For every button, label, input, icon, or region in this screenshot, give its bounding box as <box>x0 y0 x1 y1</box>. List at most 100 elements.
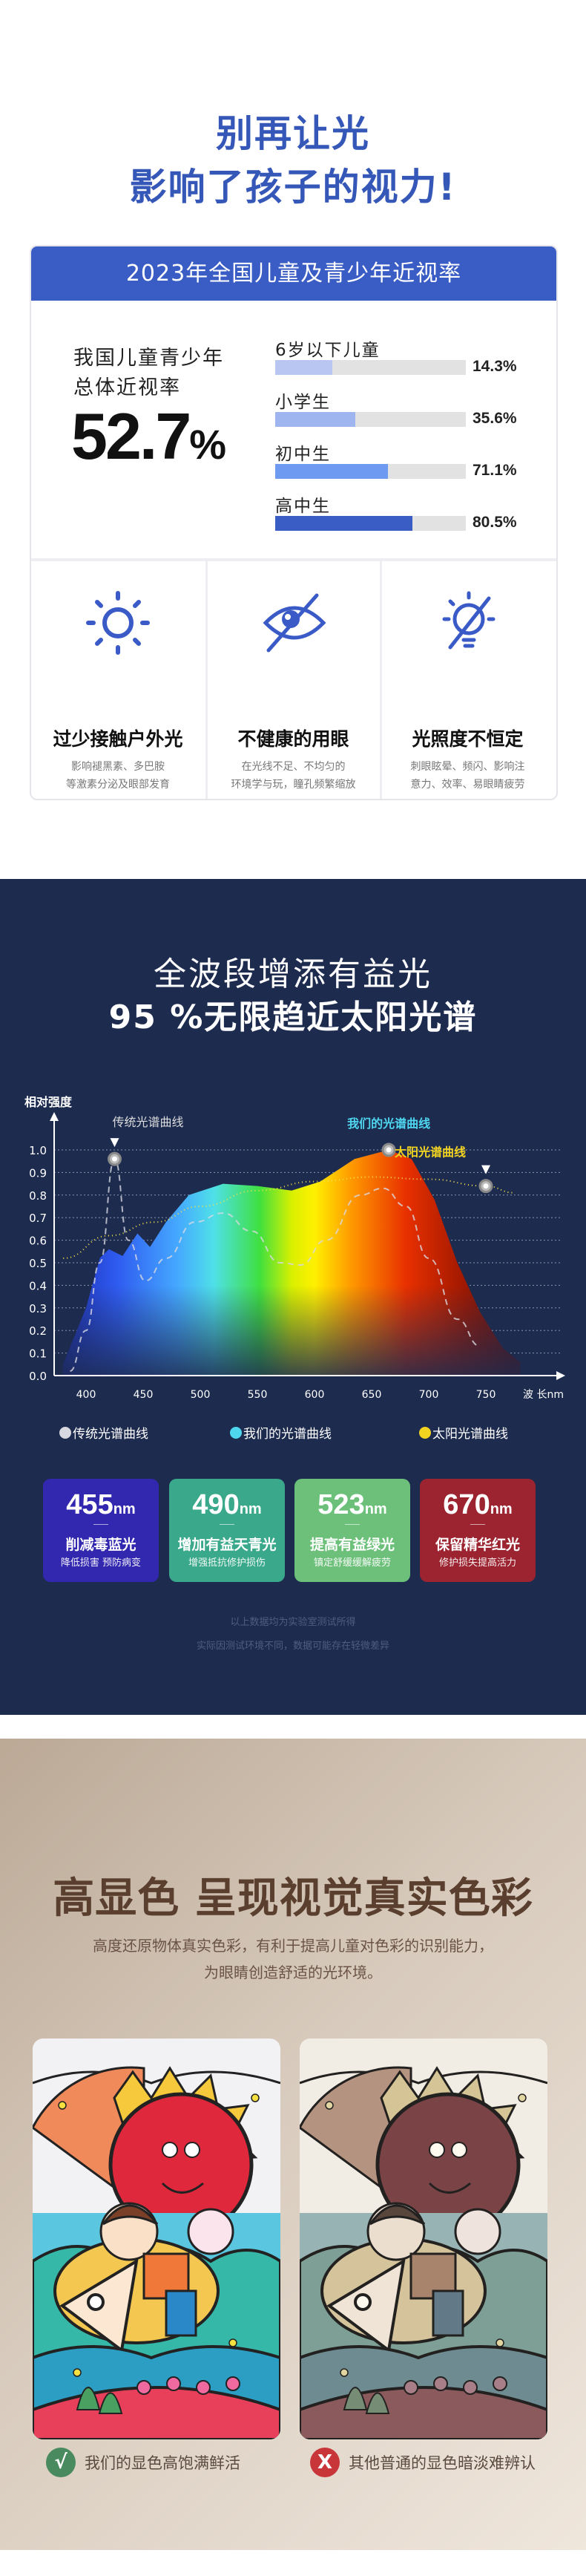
y-tick-label: 0.6 <box>29 1235 47 1248</box>
y-tick-label: 0.9 <box>29 1166 47 1180</box>
spectrum-section: 全波段增添有益光 95 %无限趋近太阳光谱 0.0 0.1 0.2 0.3 0.4 0.5… <box>0 879 586 1715</box>
y-tick-label: 0.0 <box>29 1370 47 1383</box>
group-bar-fill <box>275 464 388 479</box>
annotation-arrow <box>110 1138 119 1148</box>
y-tick-label: 0.1 <box>29 1347 47 1361</box>
group-value: 71.1% <box>473 462 517 479</box>
good-caption-text: 我们的显色高饱满鲜活 <box>85 2454 240 2472</box>
legend-label: 传统光谱曲线 <box>73 1427 148 1442</box>
group-bar-track <box>275 412 466 427</box>
myopia-card: 2023年全国儿童及青少年近视率 我国儿童青少年 总体近视率 52.7% 6岁以… <box>30 245 558 800</box>
overall-rate-value: 52.7 <box>71 399 191 473</box>
wavelength-value: 455nm <box>66 1489 136 1520</box>
card-divider <box>470 1524 485 1525</box>
legend-swatch <box>59 1427 71 1439</box>
group-value: 14.3% <box>473 358 517 375</box>
disclaimer-1: 以上数据均为实验室测试所得 <box>230 1617 356 1628</box>
annotation-label: 我们的光谱曲线 <box>347 1117 430 1131</box>
eye-slash-icon <box>263 593 326 653</box>
card-divider <box>345 1524 360 1525</box>
y-axis-label: 相对强度 <box>24 1095 73 1109</box>
cause-desc: 在光线不足、不均匀的 <box>241 761 346 773</box>
annotation-marker-dot <box>112 1156 117 1162</box>
x-tick-label: 600 <box>305 1389 325 1401</box>
legend-swatch <box>419 1427 431 1439</box>
wavelength-subtitle: 镇定舒缓缓解疲劳 <box>313 1557 391 1569</box>
cause-title: 光照度不恒定 <box>412 728 524 750</box>
group-label: 6岁以下儿童 <box>275 341 381 360</box>
x-tick-label: 400 <box>76 1389 96 1401</box>
card-divider <box>31 558 556 561</box>
color-rendering-section: 高显色 呈现视觉真实色彩 高度还原物体真实色彩，有利于提高儿童对色彩的识别能力，… <box>0 1739 586 2550</box>
y-tick-label: 1.0 <box>29 1144 47 1157</box>
wavelength-card: 490nm 增加有益天青光 增强抵抗修护损伤 <box>169 1479 285 1582</box>
traditional-spectrum-line <box>69 1158 481 1372</box>
group-bar-track <box>275 464 466 479</box>
wavelength-card: 670nm 保留精华红光 修护损失提高活力 <box>420 1479 536 1582</box>
group-label: 高中生 <box>275 497 331 516</box>
wavelength-title: 增加有益天青光 <box>177 1537 277 1553</box>
cause-desc: 意力、效率、易眼睛疲劳 <box>410 779 525 791</box>
disclaimer-2: 实际因测试环境不同，数据可能存在轻微差异 <box>196 1641 389 1652</box>
spectrum-title-1: 全波段增添有益光 <box>154 955 432 993</box>
wavelength-subtitle: 增强抵抗修护损伤 <box>188 1557 266 1569</box>
cross-icon: X <box>310 2448 340 2477</box>
x-tick-label: 500 <box>191 1389 211 1401</box>
spectrum-fade <box>63 1150 521 1376</box>
spectrum-title-2: 95 %无限趋近太阳光谱 <box>108 998 478 1036</box>
group-bar-track <box>275 516 466 531</box>
wavelength-subtitle: 修护损失提高活力 <box>438 1557 516 1569</box>
wavelength-card: 523nm 提高有益绿光 镇定舒缓缓解疲劳 <box>294 1479 410 1582</box>
y-tick-label: 0.7 <box>29 1212 47 1225</box>
wavelength-value: 670nm <box>443 1489 513 1520</box>
overall-label-1: 我国儿童青少年 <box>73 347 224 370</box>
hero-title-line2: 影响了孩子的视力! <box>129 166 457 209</box>
color-title: 高显色 呈现视觉真实色彩 <box>53 1874 533 1923</box>
cause-desc: 刺眼眩晕、频闪、影响注 <box>410 761 525 773</box>
sun-icon <box>86 591 150 655</box>
legend-swatch <box>230 1427 242 1439</box>
bad-caption: X 其他普通的显色暗淡难辨认 <box>310 2445 536 2479</box>
color-sub-1: 高度还原物体真实色彩，有利于提高儿童对色彩的识别能力， <box>93 1937 493 1955</box>
x-axis-arrow <box>556 1371 565 1380</box>
annotation-label: 传统光谱曲线 <box>112 1115 183 1129</box>
cause-desc: 等激素分泌及眼部发育 <box>66 779 170 791</box>
cause-title: 不健康的用眼 <box>237 728 349 750</box>
bulb-slash-icon <box>442 591 496 650</box>
y-tick-label: 0.5 <box>29 1257 47 1270</box>
annotation-marker-dot <box>386 1147 392 1153</box>
x-tick-label: 550 <box>248 1389 268 1401</box>
group-bar-fill <box>275 360 333 375</box>
y-tick-label: 0.8 <box>29 1189 47 1203</box>
wavelength-card: 455nm 削减毒蓝光 降低损害 预防病变 <box>43 1479 159 1582</box>
group-bar-fill <box>275 516 413 531</box>
cause-desc: 环境学与玩，瞳孔频繁缩放 <box>231 779 356 791</box>
card-divider <box>220 1524 234 1525</box>
cause-eye-use: 不健康的用眼 在光线不足、不均匀的 环境学与玩，瞳孔频繁缩放 <box>205 561 379 799</box>
cause-illuminance: 光照度不恒定 刺眼眩晕、频闪、影响注 意力、效率、易眼睛疲劳 <box>380 561 553 799</box>
myopia-card-header: 2023年全国儿童及青少年近视率 <box>31 246 556 301</box>
cause-desc: 影响褪黑素、多巴胺 <box>71 761 165 773</box>
x-tick-label: 450 <box>134 1389 154 1401</box>
y-tick-label: 0.4 <box>29 1279 47 1292</box>
y-tick-label: 0.3 <box>29 1302 47 1315</box>
group-label: 小学生 <box>275 393 331 412</box>
card-divider <box>93 1524 108 1525</box>
color-sub-2: 为眼睛创造舒适的光环境。 <box>204 1964 382 1981</box>
group-value: 80.5% <box>473 514 517 531</box>
good-caption: √ 我们的显色高饱满鲜活 <box>46 2445 240 2479</box>
group-bar-fill <box>275 412 355 427</box>
bad-caption-text: 其他普通的显色暗淡难辨认 <box>349 2454 536 2472</box>
children-drawing <box>300 2039 547 2439</box>
cause-title: 过少接触户外光 <box>53 728 183 750</box>
children-drawing <box>33 2039 280 2439</box>
x-axis-label: 波 长nm <box>523 1389 564 1401</box>
x-tick-label: 700 <box>419 1389 439 1401</box>
wavelength-value: 523nm <box>317 1489 387 1520</box>
legend-label: 太阳光谱曲线 <box>432 1427 508 1442</box>
legend-label: 我们的光谱曲线 <box>243 1427 332 1442</box>
overall-label-2: 总体近视率 <box>73 376 181 399</box>
wavelength-title: 削减毒蓝光 <box>65 1537 136 1553</box>
annotation-arrow <box>481 1165 490 1174</box>
group-value: 35.6% <box>473 410 517 427</box>
